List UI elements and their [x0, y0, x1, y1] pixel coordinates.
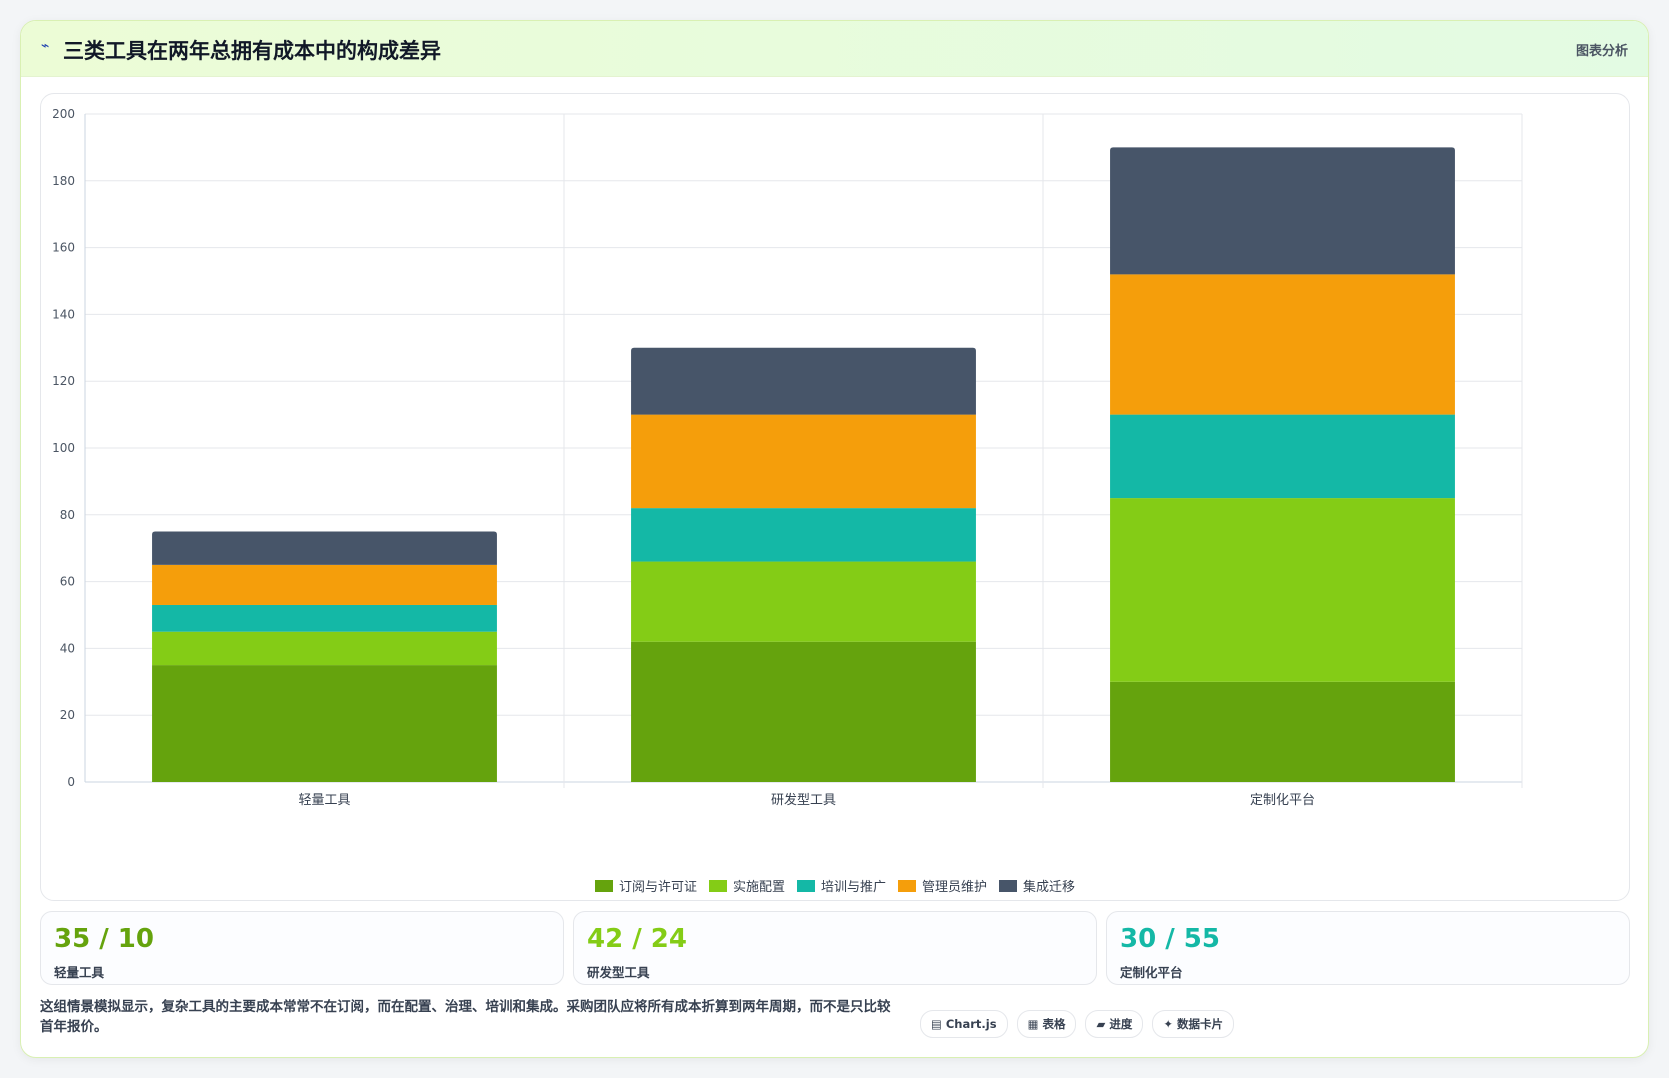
stat-cards: 35 / 10 轻量工具 42 / 24 研发型工具 30 / 55 定制化平台 — [40, 911, 1630, 985]
y-tick-label: 100 — [52, 441, 75, 455]
stat-card-dev: 42 / 24 研发型工具 — [573, 911, 1097, 985]
y-tick-label: 40 — [60, 641, 75, 655]
legend-item[interactable]: 集成迁移 — [999, 876, 1075, 895]
legend-label: 订阅与许可证 — [618, 880, 697, 895]
legend-item[interactable]: 订阅与许可证 — [594, 876, 697, 895]
chip-data-card[interactable]: ✦ 数据卡片 — [1152, 1010, 1234, 1038]
chart-legend: 订阅与许可证 实施配置 培训与推广 管理员维护 集成迁移 — [41, 876, 1629, 895]
legend-label: 集成迁移 — [1023, 880, 1076, 895]
bar-segment — [631, 508, 976, 562]
legend-swatch — [999, 879, 1018, 892]
legend-label: 培训与推广 — [820, 880, 886, 895]
legend-swatch — [594, 879, 613, 892]
stat-label: 轻量工具 — [54, 965, 105, 980]
bar-segment — [631, 561, 976, 642]
bar-segment — [152, 631, 497, 666]
x-tick-label: 研发型工具 — [771, 792, 836, 808]
x-tick-label: 定制化平台 — [1250, 793, 1315, 808]
y-tick-label: 200 — [52, 107, 75, 121]
chip-progress[interactable]: ▰ 进度 — [1085, 1010, 1144, 1038]
y-tick-label: 60 — [60, 575, 75, 589]
legend-label: 管理员维护 — [922, 880, 988, 895]
stat-label: 研发型工具 — [587, 965, 650, 980]
card-header: ⌁ 三类工具在两年总拥有成本中的构成差异 图表分析 — [21, 21, 1648, 77]
legend-item[interactable]: 实施配置 — [708, 876, 785, 895]
y-tick-label: 80 — [60, 508, 75, 522]
chip-table[interactable]: ▦ 表格 — [1016, 1010, 1077, 1038]
stat-value: 30 / 55 — [1120, 924, 1220, 954]
legend-swatch — [796, 879, 815, 892]
lightning-icon: ⌁ — [41, 38, 50, 54]
bar-segment — [1110, 681, 1455, 782]
bar-segment — [631, 347, 976, 415]
bar-segment — [631, 414, 976, 509]
legend-label: 实施配置 — [732, 880, 785, 895]
y-tick-label: 20 — [60, 708, 75, 722]
tech-chips: ▤ Chart.js ▦ 表格 ▰ 进度 ✦ 数据卡片 — [920, 1010, 1234, 1038]
bar-segment — [1110, 414, 1455, 499]
bar-segment — [631, 641, 976, 782]
y-tick-label: 0 — [67, 775, 75, 789]
stat-label: 定制化平台 — [1120, 965, 1183, 980]
footer-note: 这组情景模拟显示，复杂工具的主要成本常常不在订阅，而在配置、治理、培训和集成。采… — [40, 999, 891, 1035]
bar-segment — [1110, 274, 1455, 415]
stacked-bar-chart: 0 20 40 60 80 100 120 140 160 180 200 轻量工具 研发型工具 定制化平… — [52, 107, 1523, 808]
stat-card-custom: 30 / 55 定制化平台 — [1106, 911, 1630, 985]
chart-card: ⌁ 三类工具在两年总拥有成本中的构成差异 图表分析 0 20 40 60 80 100 12… — [20, 20, 1649, 1058]
bar-segment — [1110, 498, 1455, 682]
y-tick-label: 180 — [52, 174, 75, 188]
stat-value: 35 / 10 — [54, 924, 154, 954]
y-tick-label: 160 — [52, 241, 75, 255]
card-title: 三类工具在两年总拥有成本中的构成差异 — [63, 39, 441, 63]
chart-panel: 0 20 40 60 80 100 120 140 160 180 200 轻量工具 研发型工具 定制化平… — [40, 93, 1630, 901]
bar-segment — [152, 531, 497, 565]
stat-card-light: 35 / 10 轻量工具 — [40, 911, 564, 985]
stat-value: 42 / 24 — [587, 924, 687, 954]
bar-segment — [1110, 147, 1455, 275]
legend-item[interactable]: 培训与推广 — [796, 876, 886, 895]
bar-segment — [152, 604, 497, 632]
bar-segment — [152, 564, 497, 605]
x-tick-label: 轻量工具 — [298, 793, 350, 808]
legend-item[interactable]: 管理员维护 — [898, 876, 987, 895]
y-tick-label: 140 — [52, 307, 75, 321]
chart-analysis-tag: 图表分析 — [1575, 44, 1628, 59]
legend-swatch — [898, 879, 916, 892]
chip-chartjs[interactable]: ▤ Chart.js — [920, 1010, 1008, 1038]
y-tick-label: 120 — [52, 374, 75, 388]
legend-swatch — [708, 879, 727, 892]
bar-segment — [152, 665, 497, 782]
